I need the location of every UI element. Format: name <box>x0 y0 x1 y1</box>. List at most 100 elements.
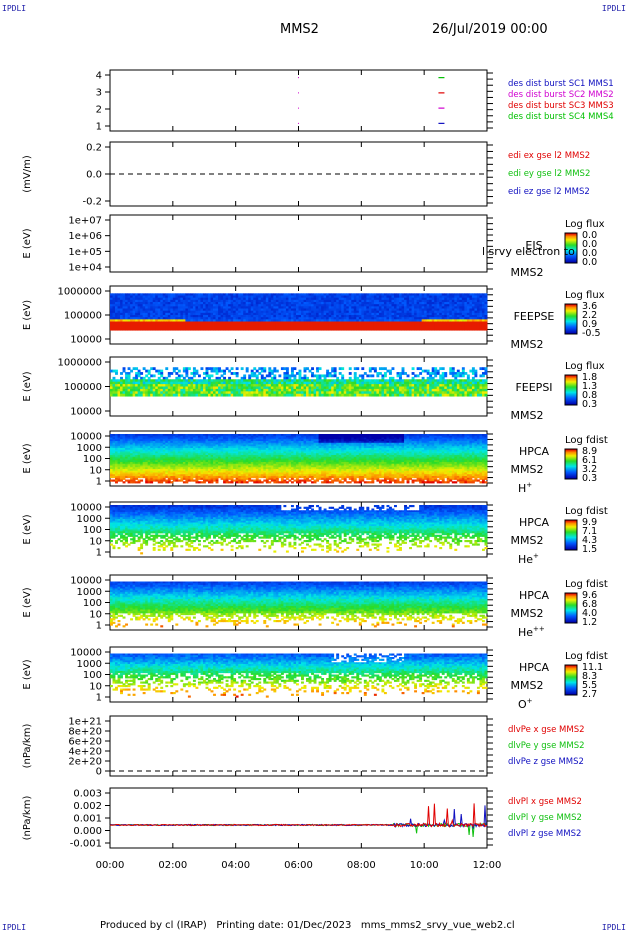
spectro-cell <box>366 379 370 383</box>
spectro-cell <box>268 328 272 331</box>
spectro-cell <box>140 328 144 331</box>
spectro-cell <box>192 391 196 395</box>
spectro-cell <box>175 321 179 325</box>
spectro-cell <box>245 384 249 387</box>
spectro-cell <box>132 376 136 380</box>
spectro-cell <box>391 384 395 387</box>
spectro-cell <box>313 379 317 383</box>
spectro-cell <box>474 393 478 397</box>
spectro-cell <box>238 379 242 383</box>
legend-entry: des dist burst SC2 MMS2 <box>508 90 614 100</box>
spectro-cell <box>130 312 134 316</box>
spectro-cell <box>388 379 392 383</box>
spectro-cell <box>185 386 189 390</box>
spectro-cell <box>243 381 247 385</box>
spectro-cell <box>202 384 206 387</box>
spectro-cell <box>192 315 196 318</box>
spectro-cell <box>469 381 473 385</box>
spectro-cell <box>280 386 284 390</box>
spectro-cell <box>419 384 423 387</box>
spectro-cell <box>446 386 450 390</box>
spectro-cell <box>200 302 204 305</box>
spectro-cell <box>258 388 262 392</box>
spectro-cell <box>273 381 277 385</box>
spectro-cell <box>187 302 191 305</box>
spectro-cell <box>162 310 166 314</box>
spectro-cell <box>185 304 189 307</box>
spectro-cell <box>479 384 483 387</box>
spectro-cell <box>145 323 149 327</box>
spectro-cell <box>213 319 216 322</box>
spectro-cell <box>185 302 189 305</box>
spectro-cell <box>474 372 478 375</box>
spectro-cell <box>110 297 113 301</box>
spectro-cell <box>190 328 194 331</box>
spectro-cell <box>170 302 174 305</box>
spectro-cell <box>112 297 116 301</box>
spectro-cell <box>152 386 156 390</box>
spectro-cell <box>401 379 405 383</box>
spectro-cell <box>333 388 337 392</box>
spectro-cell <box>326 384 330 387</box>
spectro-cell <box>137 297 141 301</box>
spectro-cell <box>240 367 244 371</box>
spectro-cell <box>278 328 282 331</box>
spectro-cell <box>125 328 128 331</box>
spectro-cell <box>429 381 433 385</box>
spectro-cell <box>283 391 287 395</box>
spectro-cell <box>431 388 435 392</box>
spectro-cell <box>391 376 395 380</box>
spectro-cell <box>444 386 448 390</box>
y-axis-label: E (eV) <box>22 228 33 258</box>
spectro-cell <box>313 381 317 385</box>
spectro-cell <box>378 384 382 387</box>
spectro-cell <box>260 388 264 392</box>
spectro-cell <box>110 310 113 314</box>
spectro-cell <box>441 374 445 378</box>
spectro-cell <box>479 391 483 395</box>
spectro-cell <box>127 393 131 397</box>
spectro-cell <box>155 308 159 312</box>
spectro-cell <box>376 372 380 375</box>
spectro-cell <box>336 376 340 380</box>
spectro-cell <box>421 388 425 392</box>
spectro-cell <box>157 321 161 325</box>
spectro-cell <box>110 384 113 387</box>
spectro-cell <box>110 476 113 479</box>
spectro-cell <box>155 479 159 482</box>
spectro-cell <box>137 312 141 316</box>
spectro-cell <box>177 374 181 378</box>
spectro-cell <box>160 369 164 373</box>
spectro-cell <box>466 391 470 395</box>
spectro-cell <box>162 381 166 385</box>
spectro-cell <box>218 295 221 299</box>
spectro-cell <box>210 312 214 316</box>
spectro-cell <box>240 376 244 380</box>
spectro-cell <box>429 391 433 395</box>
spectro-cell <box>117 310 121 314</box>
y-tick-label: 3 <box>96 88 102 99</box>
spectro-cell <box>130 308 134 312</box>
spectro-cell <box>220 386 224 390</box>
spectro-cell <box>187 299 191 303</box>
spectro-cell <box>218 308 221 312</box>
spectro-cell <box>160 293 164 296</box>
spectro-cell <box>197 381 201 385</box>
spectro-cell <box>223 384 227 387</box>
spectro-cell <box>230 328 234 331</box>
spectro-cell <box>170 317 174 320</box>
spectro-cell <box>117 381 121 385</box>
spectro-cell <box>130 384 134 387</box>
spectro-cell <box>416 388 420 392</box>
spectro-cell <box>145 393 149 397</box>
spectro-cell <box>348 391 352 395</box>
spectro-cell <box>451 374 455 378</box>
spectro-cell <box>311 328 314 331</box>
spectro-cell <box>120 295 123 299</box>
spectro-cell <box>373 381 377 385</box>
y-axis-label: (nPa/km) <box>22 796 33 841</box>
spectro-cell <box>213 308 216 312</box>
spectro-cell <box>260 328 264 331</box>
spectro-cell <box>258 328 262 331</box>
spectro-cell <box>175 328 179 331</box>
